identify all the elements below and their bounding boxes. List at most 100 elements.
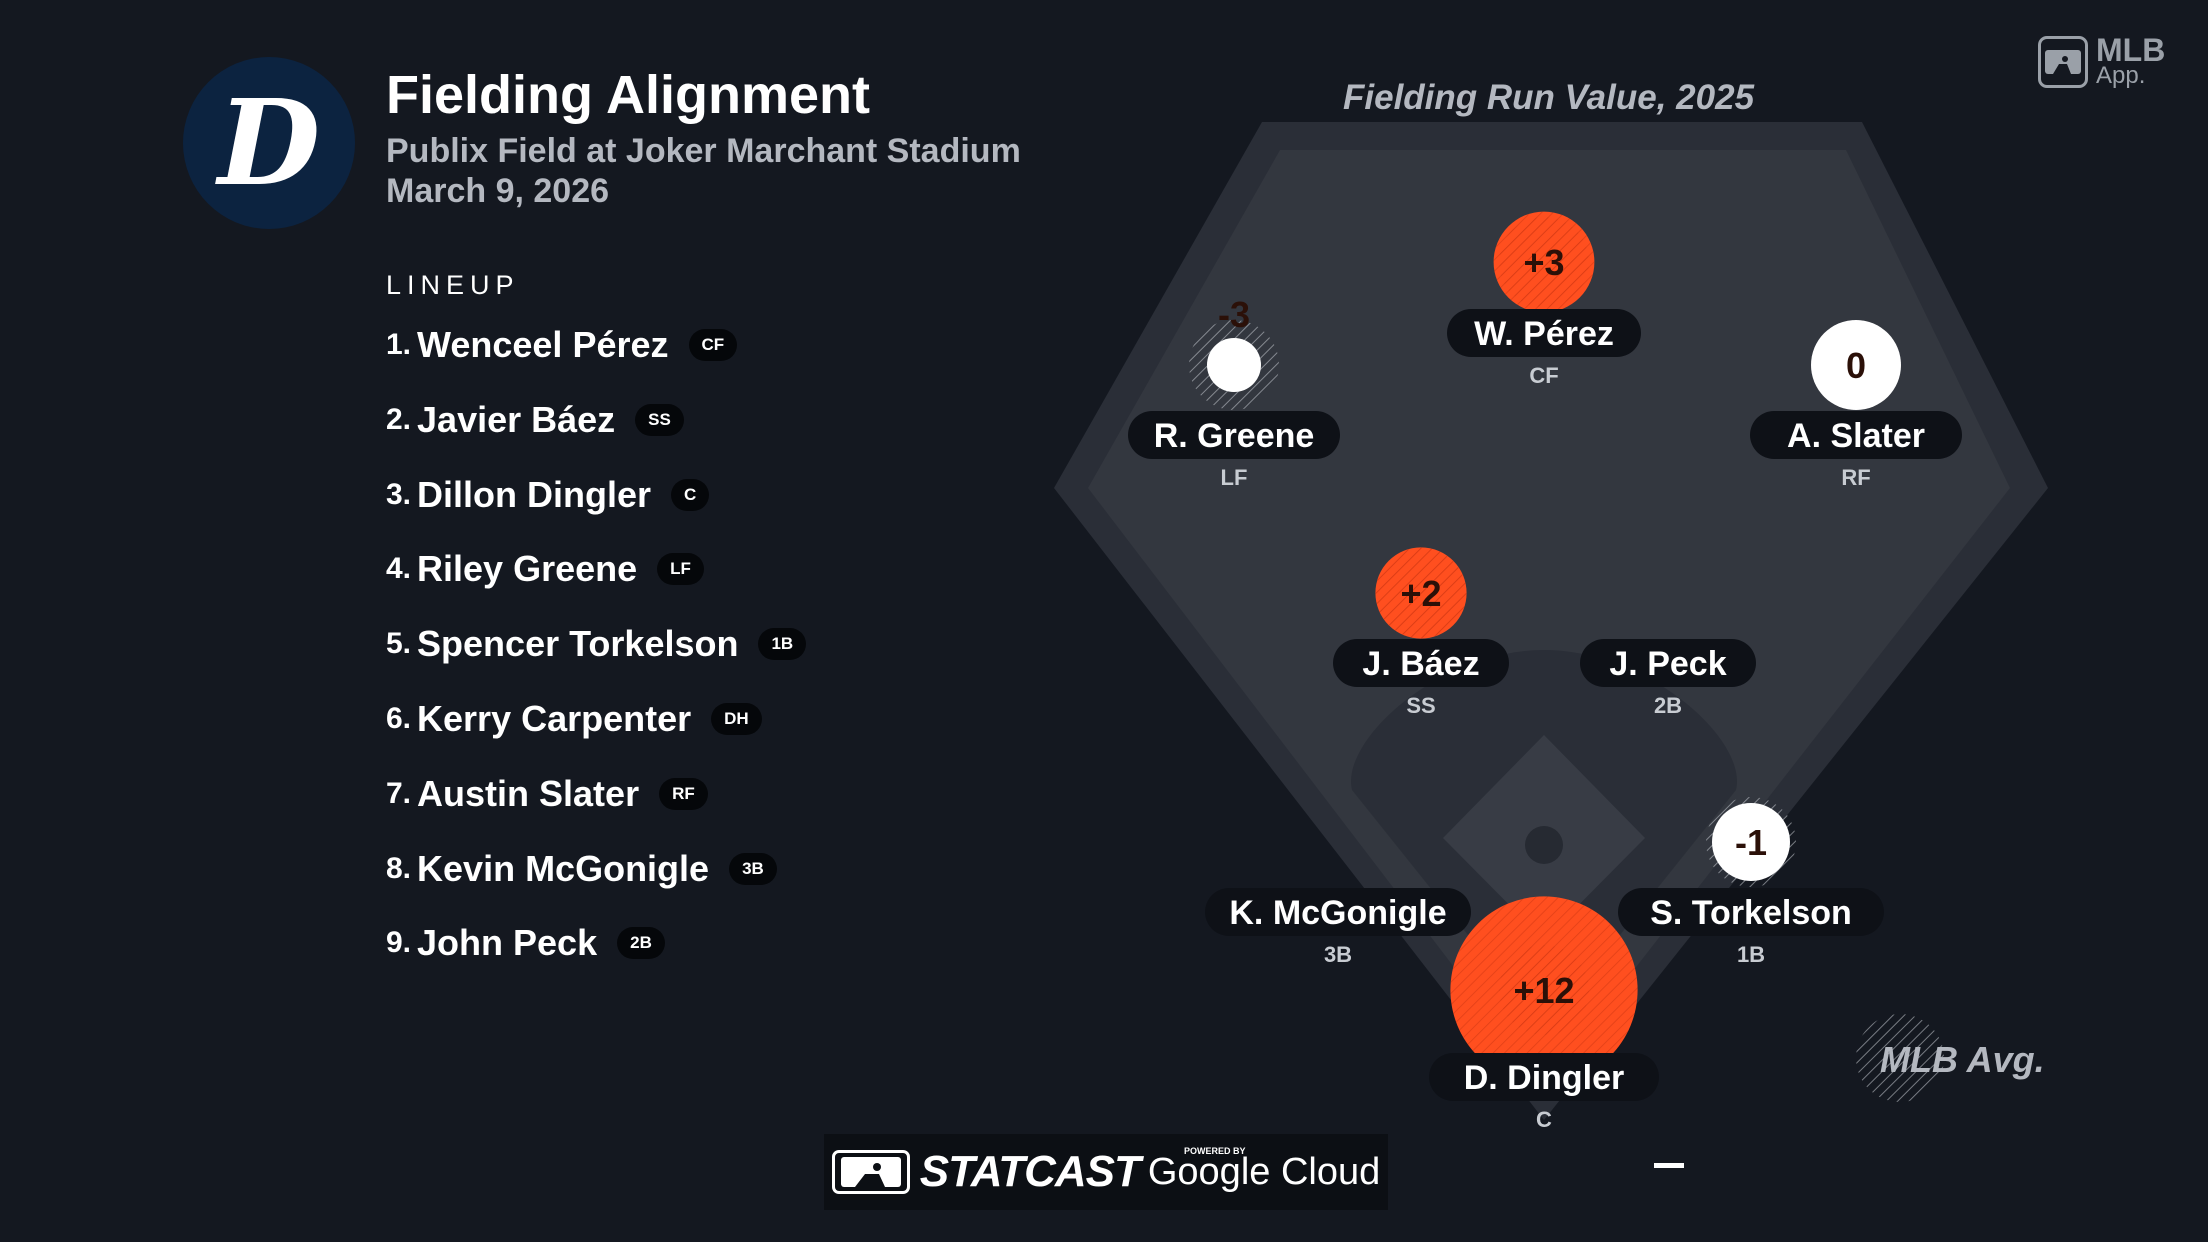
lineup-player-name: Spencer Torkelson: [417, 623, 739, 665]
frv-value-label: -1: [1735, 822, 1767, 863]
lineup-player-name: Kerry Carpenter: [417, 698, 692, 739]
frv-circle-hatch: [1207, 338, 1261, 392]
lineup-row: 5. Spencer Torkelson 1B: [386, 619, 807, 669]
player-name-pill: [1447, 309, 1641, 357]
player-position-label: CF: [1529, 363, 1558, 388]
lineup-player-name: Austin Slater: [417, 772, 640, 814]
mlb-avg-ring: [1499, 945, 1589, 1035]
mlb-footer-icon: [831, 1150, 910, 1194]
fielder-2b: J. Peck 2B: [1580, 639, 1756, 718]
powered-by-text: POWERED BY: [1184, 1146, 1246, 1156]
mlb-app-line2: App.: [2096, 62, 2146, 89]
position-badge: C: [671, 478, 710, 511]
player-name-label: D. Dingler: [1464, 1059, 1625, 1097]
lineup-number: 8.: [386, 851, 412, 885]
team-logo-letter: D: [217, 73, 321, 212]
dash-icon: [1654, 1163, 1684, 1168]
position-badge: LF: [657, 553, 704, 586]
position-badge: RF: [659, 777, 708, 810]
player-position-label: RF: [1841, 465, 1870, 490]
player-name-pill: [1618, 888, 1884, 936]
player-position-label: 1B: [1737, 942, 1765, 967]
chart-title: Fielding Run Value, 2025: [1343, 78, 1755, 117]
player-position-label: 2B: [1654, 693, 1682, 718]
game-date: March 9, 2026: [386, 172, 610, 210]
lineup-row: 2. Javier Báez SS: [386, 395, 684, 445]
fielder-cf: +3 W. Pérez CF: [1447, 211, 1641, 388]
fielder-lf: -3 R. Greene LF: [1128, 294, 1340, 490]
outfield-inner: [1088, 150, 2010, 1085]
player-position-label: LF: [1221, 465, 1248, 490]
player-name-pill: [1128, 411, 1340, 459]
lineup-number: 1.: [386, 328, 412, 361]
lineup-row: 1. Wenceel Pérez CF: [386, 320, 738, 370]
lineup-row: 8. Kevin McGonigle 3B: [386, 844, 777, 894]
mlb-avg-legend: MLB Avg.: [1856, 1014, 2045, 1102]
mlb-avg-ring: [1499, 217, 1589, 307]
fielder-rf: 0 A. Slater RF: [1750, 320, 1962, 490]
lineup-heading: LINEUP: [386, 270, 520, 300]
fielder-1b: -1 S. Torkelson 1B: [1618, 797, 1884, 967]
mlb-avg-swatch: [1856, 1014, 1944, 1102]
position-badge: CF: [688, 329, 738, 361]
frv-circle-hatch: [1811, 320, 1901, 410]
mlb-avg-ring: [1376, 548, 1466, 638]
lineup-player-name: Wenceel Pérez: [417, 324, 669, 365]
player-name-pill: [1333, 639, 1509, 687]
lineup-number: 5.: [386, 627, 412, 661]
frv-circle-hatch: [1712, 803, 1790, 881]
player-name-pill: [1580, 639, 1756, 687]
lineup-player-name: John Peck: [417, 922, 598, 964]
position-badge: 2B: [617, 927, 665, 960]
player-name-label: R. Greene: [1154, 417, 1315, 455]
mlb-app-badge: MLB App.: [2038, 34, 2178, 94]
page-title: Fielding Alignment: [386, 65, 870, 125]
lineup-player-name: Javier Báez: [417, 398, 616, 440]
frv-value-label: -3: [1218, 294, 1250, 335]
mlb-app-line1: MLB: [2096, 32, 2166, 68]
statcast-footer: STATCAST POWERED BY Google Cloud: [824, 1134, 1388, 1210]
position-badge: 3B: [729, 852, 777, 885]
frv-value-label: +2: [1400, 573, 1441, 614]
team-logo: D: [183, 57, 355, 229]
player-name-label: S. Torkelson: [1650, 894, 1852, 932]
player-name-pill: [1750, 411, 1962, 459]
position-badge: SS: [635, 403, 684, 436]
player-position-label: SS: [1406, 693, 1435, 718]
google-cloud-wordmark: Google Cloud: [1147, 1150, 1381, 1193]
player-name-label: K. McGonigle: [1229, 894, 1446, 932]
lineup-player-name: Riley Greene: [417, 548, 638, 590]
fielder-c: +12 D. Dingler C: [1429, 896, 1659, 1132]
player-name-pill: [1429, 1053, 1659, 1101]
lineup-row: 9. John Peck 2B: [386, 918, 665, 968]
frv-value-label: +3: [1523, 242, 1564, 283]
fielder-ss: +2 J. Báez SS: [1333, 547, 1509, 718]
lineup-player-name: Kevin McGonigle: [417, 847, 710, 889]
lineup-number: 4.: [386, 552, 412, 586]
player-name-label: J. Báez: [1362, 645, 1479, 683]
lineup-number: 2.: [386, 402, 412, 436]
lineup-row: 6. Kerry Carpenter DH: [386, 694, 762, 744]
venue-subtitle: Publix Field at Joker Marchant Stadium: [386, 132, 1021, 170]
player-position-label: 3B: [1324, 942, 1352, 967]
fielder-3b: K. McGonigle 3B: [1205, 888, 1471, 967]
mlb-avg-label: MLB Avg.: [1880, 1039, 2045, 1080]
lineup-player-name: Dillon Dingler: [417, 473, 652, 515]
frv-value-label: 0: [1846, 345, 1866, 386]
player-name-label: J. Peck: [1609, 645, 1726, 683]
lineup-row: 4. Riley Greene LF: [386, 544, 704, 594]
frv-value-label: +12: [1513, 970, 1574, 1011]
position-badge: 1B: [758, 628, 807, 661]
statcast-wordmark: STATCAST: [919, 1147, 1141, 1196]
lineup-number: 7.: [386, 776, 412, 810]
player-name-label: A. Slater: [1787, 417, 1925, 455]
lineup-number: 9.: [386, 926, 412, 960]
lineup-row: 7. Austin Slater RF: [386, 769, 708, 819]
player-name-label: W. Pérez: [1474, 315, 1614, 353]
position-badge: DH: [711, 703, 762, 735]
lineup-row: 3. Dillon Dingler C: [386, 470, 710, 520]
lineup-number: 6.: [386, 702, 412, 735]
player-position-label: C: [1536, 1107, 1552, 1132]
lineup-number: 3.: [386, 477, 412, 511]
